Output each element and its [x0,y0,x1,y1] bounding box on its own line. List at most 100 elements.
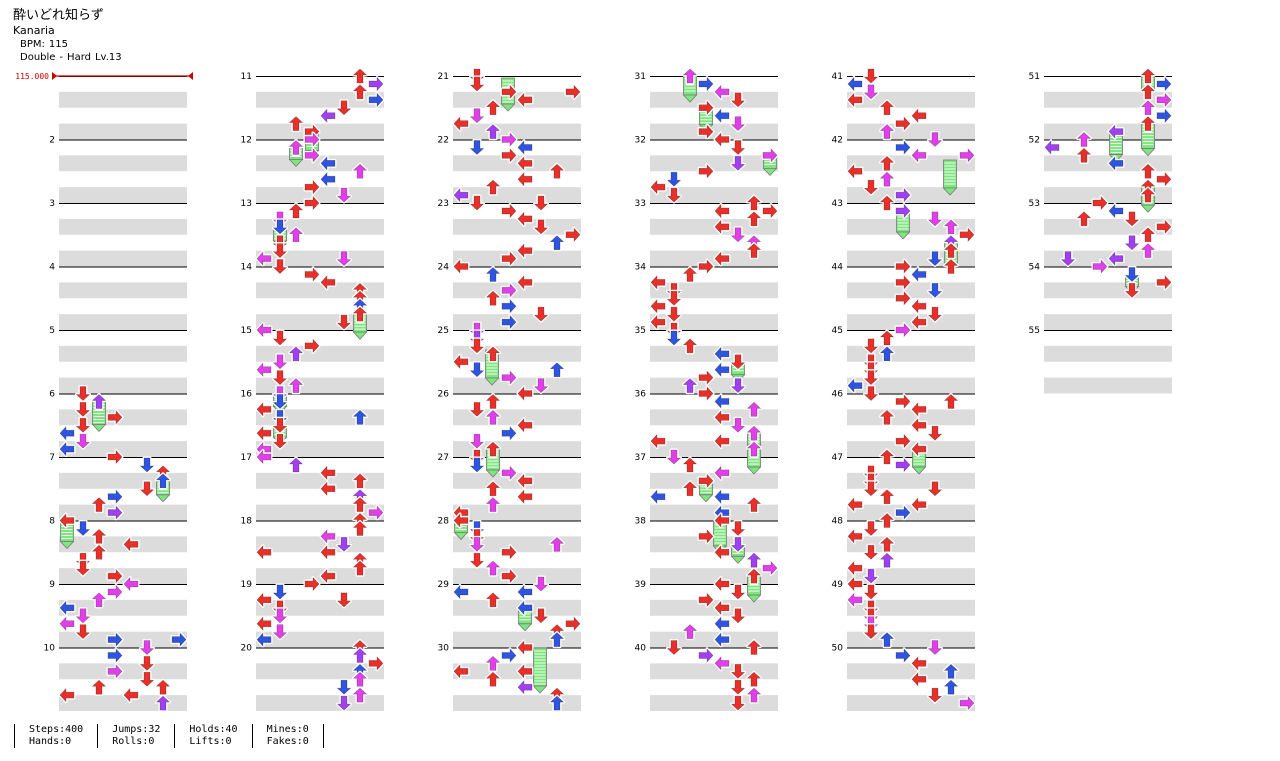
arrow-down-note [336,313,352,331]
arrow-up-note [879,99,895,117]
stat-col-holds: Holds:40 Lifts:0 [174,724,251,748]
arrow-up-note [155,678,171,696]
arrow-down-note [139,670,155,688]
stat-col-mines: Mines:0 Fakes:0 [251,724,324,748]
beat-band [453,441,581,457]
arrow-right-note [697,385,715,402]
measure-number: 54 [1029,263,1041,273]
measure-number: 38 [635,517,647,527]
beat-band [847,345,975,362]
arrow-up-note [879,535,895,553]
stat-col-jumps: Jumps:32 Rolls:0 [97,724,174,748]
beat-band [256,314,384,330]
arrow-down-note [75,385,91,402]
beat-band [453,536,581,553]
measure-number: 17 [241,453,252,463]
arrow-right-note [500,147,518,164]
arrow-left-note [713,433,731,450]
arrow-down-note [730,416,746,434]
measure-number: 11 [241,72,252,82]
measure-25 [453,330,581,394]
measure-10 [59,647,187,711]
arrow-up-note [485,123,501,141]
arrow-down-note [272,369,288,387]
arrow-left-note [649,274,667,291]
measure-number: 47 [832,453,843,463]
arrow-left-note [846,496,864,513]
arrow-up-note [91,496,107,514]
arrow-left-note [58,425,76,442]
arrow-up-note [549,535,565,553]
arrow-down-note [469,138,485,156]
arrow-down-note [75,519,91,537]
arrow-down-note [75,400,91,418]
arrow-up-note [288,345,304,363]
arrow-up-note [682,480,698,498]
measure-20 [256,647,384,711]
arrow-down-note [863,385,879,402]
arrow-left-note [319,480,337,497]
arrow-right-note [894,139,912,156]
arrow-down-note [336,99,352,117]
arrow-up-note [91,527,107,545]
arrow-left-note [910,655,928,672]
arrow-up-note [879,488,895,506]
arrow-right-note [106,631,124,648]
arrow-left-note [452,353,470,370]
arrow-up-note [1140,83,1156,101]
difficulty-separator: - [59,52,64,63]
arrow-left-note [1107,202,1125,219]
arrow-up-note [485,99,501,117]
arrow-up-note [352,67,368,85]
arrow-left-note [713,131,731,148]
beat-band [59,345,187,362]
bpm-info: BPM: 115 [13,38,122,51]
beat-band [256,91,384,108]
arrow-up-note [1140,99,1156,117]
measure-number: 39 [635,580,647,590]
arrow-right-note [1155,107,1173,124]
measure-45 [847,330,975,394]
arrow-up-note [288,226,304,244]
arrow-up-note [746,686,762,704]
beat-band [650,663,778,680]
arrow-left-note [713,409,731,426]
arrow-right-note [894,274,912,291]
arrow-down-note [927,210,943,228]
arrow-down-note [927,131,943,148]
arrow-up-note [352,496,368,514]
beat-band [847,599,975,616]
arrow-left-note [1107,155,1125,172]
beat-band [59,695,187,711]
arrow-up-note [549,234,565,252]
beat-band [650,155,778,172]
arrow-up-note [879,408,895,426]
arrow-up-note [91,392,107,410]
arrow-left-note [452,583,470,600]
measure-11 [256,76,384,140]
measure-number: 31 [635,72,646,82]
stat-col-steps: Steps:400 Hands:0 [14,724,97,748]
arrow-left-note [713,615,731,632]
measure-55 [1044,330,1172,394]
arrow-down-note [272,607,288,625]
stat-rolls: Rolls:0 [112,736,155,747]
arrow-left-note [846,75,864,92]
stat-fakes: Fakes:0 [266,736,309,747]
arrow-up-note [682,67,698,85]
arrow-up-note [352,83,368,101]
arrow-left-note [910,671,928,688]
arrow-left-note [452,258,470,275]
measure-number: 15 [241,326,252,336]
arrow-down-note [730,138,746,156]
arrow-right-note [958,695,976,712]
beat-band [453,218,581,235]
measure-number: 50 [832,644,844,654]
arrow-down-note [927,480,943,498]
beat-band [256,282,384,299]
measure-number: 10 [44,644,56,654]
beat-band [256,441,384,457]
arrow-down-note [666,170,682,188]
arrow-down-note [469,432,485,450]
arrow-down-note [927,305,943,323]
